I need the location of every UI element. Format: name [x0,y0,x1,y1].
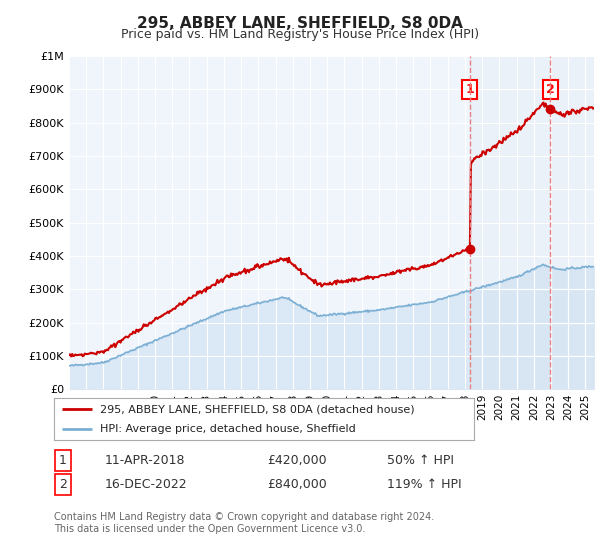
Text: £420,000: £420,000 [267,454,326,467]
Text: 11-APR-2018: 11-APR-2018 [105,454,185,467]
Text: 119% ↑ HPI: 119% ↑ HPI [387,478,461,491]
Text: £840,000: £840,000 [267,478,327,491]
Text: HPI: Average price, detached house, Sheffield: HPI: Average price, detached house, Shef… [100,424,356,434]
Text: 1: 1 [466,83,474,96]
Text: Price paid vs. HM Land Registry's House Price Index (HPI): Price paid vs. HM Land Registry's House … [121,28,479,41]
Text: 50% ↑ HPI: 50% ↑ HPI [387,454,454,467]
Text: 2: 2 [59,478,67,491]
Text: 1: 1 [59,454,67,467]
Text: 16-DEC-2022: 16-DEC-2022 [105,478,188,491]
Text: Contains HM Land Registry data © Crown copyright and database right 2024.
This d: Contains HM Land Registry data © Crown c… [54,512,434,534]
Bar [470,56,594,389]
Text: 2: 2 [546,83,554,96]
Text: 295, ABBEY LANE, SHEFFIELD, S8 0DA (detached house): 295, ABBEY LANE, SHEFFIELD, S8 0DA (deta… [100,404,415,414]
Text: 295, ABBEY LANE, SHEFFIELD, S8 0DA: 295, ABBEY LANE, SHEFFIELD, S8 0DA [137,16,463,31]
